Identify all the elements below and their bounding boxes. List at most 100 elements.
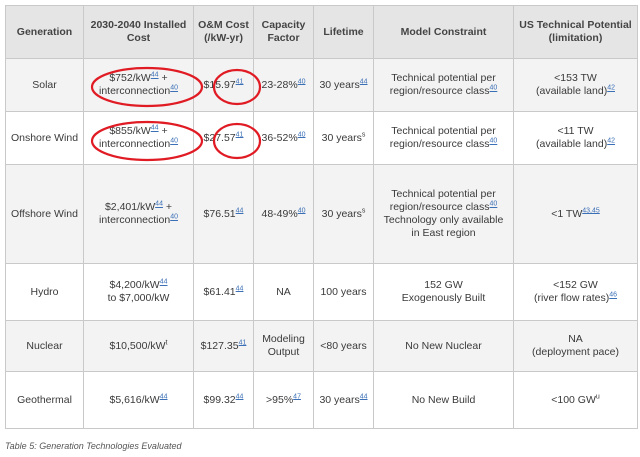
cost-note: to $7,000/kW — [107, 292, 170, 304]
constraint-line: Technical potential per — [391, 125, 496, 137]
constraint-line: Technology only available — [383, 214, 504, 226]
header-model-constraint: Model Constraint — [373, 5, 514, 59]
installed-cost-cell: $855/kW44 + interconnection40 — [83, 111, 194, 165]
table-caption: Table 5: Generation Technologies Evaluat… — [5, 441, 182, 451]
reference-link[interactable]: 40 — [489, 137, 498, 145]
reference-link[interactable]: 40 — [297, 131, 306, 138]
potential-value: <1 TW — [551, 207, 583, 220]
om-cost-cell: $127.3541 — [193, 320, 254, 372]
reference-link[interactable]: 44 — [359, 78, 368, 85]
generation-technologies-table: Generation 2030-2040 Installed Cost O&M … — [5, 5, 638, 429]
model-constraint-cell: No New Build — [373, 371, 514, 429]
generation-cell: Offshore Wind — [5, 164, 84, 264]
reference-link[interactable]: 42 — [607, 137, 615, 145]
installed-cost-cell: $752/kW44 + interconnection40 — [83, 58, 194, 112]
om-value: $127.35 — [200, 339, 239, 352]
reference-link[interactable]: 41 — [238, 339, 247, 346]
cf-value: 23-28% — [261, 78, 298, 91]
om-value: $61.41 — [203, 285, 236, 298]
footnote-mark: s — [361, 207, 366, 214]
reference-link[interactable]: 40 — [170, 213, 178, 221]
reference-link[interactable]: 47 — [293, 393, 301, 400]
lifetime-cell: 30 years44 — [313, 58, 374, 112]
reference-link[interactable]: 44 — [159, 393, 168, 400]
model-constraint-cell: No New Nuclear — [373, 320, 514, 372]
capacity-factor-cell: 48-49%40 — [253, 164, 314, 264]
potential-value: <153 TW — [554, 72, 597, 84]
cost-suffix: + — [162, 201, 173, 213]
us-potential-cell: NA (deployment pace) — [513, 320, 638, 372]
potential-note: (river flow rates) — [533, 292, 610, 304]
cost-value: $855/kW — [109, 125, 151, 137]
reference-link[interactable]: 43,45 — [582, 207, 600, 214]
cost-suffix: + — [158, 72, 168, 84]
installed-cost-cell: $4,200/kW44 to $7,000/kW — [83, 263, 194, 321]
reference-link[interactable]: 44 — [150, 71, 159, 79]
constraint-line: region/resource class — [389, 138, 490, 150]
reference-link[interactable]: 44 — [235, 207, 244, 214]
lifetime-cell: 30 yearss — [313, 164, 374, 264]
reference-link[interactable]: 44 — [235, 285, 244, 292]
us-potential-cell: <1 TW43,45 — [513, 164, 638, 264]
header-us-potential: US Technical Potential (limitation) — [513, 5, 638, 59]
us-potential-cell: <11 TW (available land)42 — [513, 111, 638, 165]
model-constraint-cell: Technical potential per region/resource c… — [373, 111, 514, 165]
reference-link[interactable]: 40 — [489, 200, 498, 208]
us-potential-cell: <152 GW (river flow rates)46 — [513, 263, 638, 321]
reference-link[interactable]: 40 — [170, 84, 178, 92]
reference-link[interactable]: 44 — [359, 393, 368, 400]
cf-line: Modeling — [262, 333, 305, 345]
cost-value: $2,401/kW — [104, 201, 156, 213]
header-row: Generation 2030-2040 Installed Cost O&M … — [5, 5, 638, 59]
footnote-mark: u — [595, 393, 600, 400]
potential-value: <11 TW — [557, 125, 594, 137]
generation-cell: Hydro — [5, 263, 84, 321]
cost-value: $5,616/kW — [109, 393, 160, 406]
table-row: Solar $752/kW44 + interconnection40 $15.9… — [5, 58, 638, 112]
potential-value: <100 GW — [551, 393, 596, 406]
reference-link[interactable]: 41 — [235, 78, 244, 85]
table-row: Nuclear $10,500/kWt $127.3541 Modeling Ou… — [5, 320, 638, 372]
installed-cost-cell: $10,500/kWt — [83, 320, 194, 372]
lifetime-cell: 100 years — [313, 263, 374, 321]
cost-note: interconnection — [98, 85, 171, 97]
header-lifetime: Lifetime — [313, 5, 374, 59]
om-cost-cell: $99.3244 — [193, 371, 254, 429]
om-value: $27.57 — [203, 131, 236, 144]
potential-value: NA — [568, 333, 583, 345]
lifetime-value: 30 years — [321, 207, 362, 220]
reference-link[interactable]: 40 — [170, 137, 178, 145]
generation-cell: Onshore Wind — [5, 111, 84, 165]
constraint-line: region/resource class — [389, 201, 490, 213]
reference-link[interactable]: 42 — [607, 84, 615, 92]
constraint-line: Technical potential per — [391, 188, 496, 200]
reference-link[interactable]: 40 — [297, 207, 306, 214]
reference-link[interactable]: 44 — [235, 393, 244, 400]
reference-link[interactable]: 44 — [155, 200, 163, 208]
capacity-factor-cell: Modeling Output — [253, 320, 314, 372]
reference-link[interactable]: 40 — [489, 84, 498, 92]
cf-value: >95% — [266, 393, 294, 406]
cost-suffix: + — [158, 125, 168, 137]
constraint-line: region/resource class — [389, 85, 490, 97]
cost-note: interconnection — [98, 138, 171, 150]
generation-cell: Geothermal — [5, 371, 84, 429]
om-cost-cell: $15.9741 — [193, 58, 254, 112]
reference-link[interactable]: 41 — [235, 131, 244, 138]
table-row: Onshore Wind $855/kW44 + interconnection4… — [5, 111, 638, 165]
reference-link[interactable]: 44 — [159, 278, 168, 286]
cost-value: $752/kW — [109, 72, 151, 84]
cf-line: Output — [267, 346, 300, 358]
om-value: $99.32 — [203, 393, 236, 406]
reference-link[interactable]: 46 — [609, 291, 618, 299]
footnote-mark: t — [165, 339, 168, 346]
model-constraint-cell: Technical potential per region/resource c… — [373, 58, 514, 112]
reference-link[interactable]: 40 — [297, 78, 306, 85]
lifetime-cell: 30 years44 — [313, 371, 374, 429]
reference-link[interactable]: 44 — [150, 124, 159, 132]
generation-cell: Nuclear — [5, 320, 84, 372]
lifetime-value: 30 years — [319, 78, 360, 91]
footnote-mark: s — [361, 131, 366, 138]
model-constraint-cell: Technical potential per region/resource c… — [373, 164, 514, 264]
